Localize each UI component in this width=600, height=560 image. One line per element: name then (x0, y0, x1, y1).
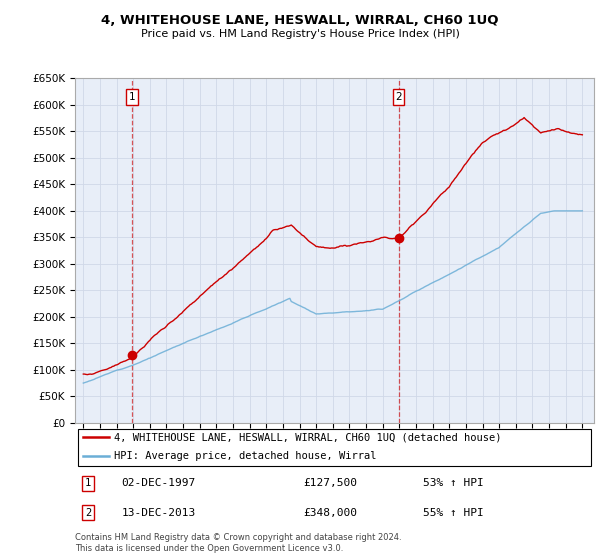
Text: 4, WHITEHOUSE LANE, HESWALL, WIRRAL, CH60 1UQ (detached house): 4, WHITEHOUSE LANE, HESWALL, WIRRAL, CH6… (114, 432, 502, 442)
FancyBboxPatch shape (77, 430, 592, 465)
Text: 13-DEC-2013: 13-DEC-2013 (122, 508, 196, 518)
Text: HPI: Average price, detached house, Wirral: HPI: Average price, detached house, Wirr… (114, 451, 376, 461)
Text: Contains HM Land Registry data © Crown copyright and database right 2024.
This d: Contains HM Land Registry data © Crown c… (75, 533, 401, 553)
Text: 02-DEC-1997: 02-DEC-1997 (122, 478, 196, 488)
Text: £348,000: £348,000 (304, 508, 358, 518)
Text: 1: 1 (128, 92, 135, 102)
Text: 1: 1 (85, 478, 91, 488)
Text: Price paid vs. HM Land Registry's House Price Index (HPI): Price paid vs. HM Land Registry's House … (140, 29, 460, 39)
Text: 2: 2 (85, 508, 91, 518)
Text: 53% ↑ HPI: 53% ↑ HPI (423, 478, 484, 488)
Text: £127,500: £127,500 (304, 478, 358, 488)
Text: 4, WHITEHOUSE LANE, HESWALL, WIRRAL, CH60 1UQ: 4, WHITEHOUSE LANE, HESWALL, WIRRAL, CH6… (101, 14, 499, 27)
Text: 55% ↑ HPI: 55% ↑ HPI (423, 508, 484, 518)
Text: 2: 2 (395, 92, 402, 102)
